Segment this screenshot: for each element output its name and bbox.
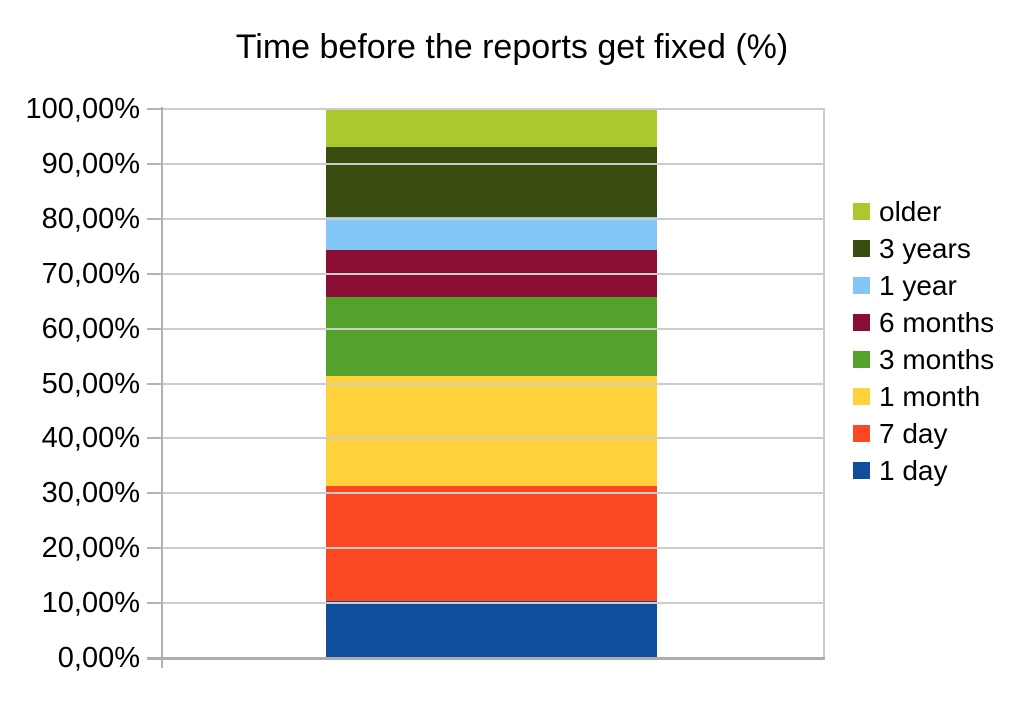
legend-swatch-icon <box>853 240 870 257</box>
y-axis-label: 60,00% <box>41 312 140 345</box>
legend-label: older <box>879 196 942 227</box>
legend-label: 1 day <box>879 455 948 486</box>
y-axis-tick <box>147 492 161 495</box>
legend-swatch-icon <box>853 277 870 294</box>
legend: older 3 years 1 year 6 months 3 months 1 mont… <box>853 193 994 489</box>
y-axis-tick <box>147 108 161 110</box>
gridline-90 <box>161 162 825 165</box>
gridline-10 <box>161 602 825 605</box>
y-axis-tick <box>147 602 161 605</box>
y-axis-tick <box>147 547 161 550</box>
legend-item-3-months: 3 months <box>853 341 994 378</box>
y-axis-tick <box>147 217 161 220</box>
y-axis-label: 70,00% <box>41 257 140 290</box>
gridline-80 <box>161 217 825 220</box>
legend-item-7-day: 7 day <box>853 415 994 452</box>
y-axis-label: 10,00% <box>41 587 140 620</box>
gridline-50 <box>161 382 825 385</box>
legend-label: 1 month <box>879 381 981 412</box>
y-axis-label: 90,00% <box>41 147 140 180</box>
legend-item-1-month: 1 month <box>853 378 994 415</box>
y-axis-label: 0,00% <box>57 642 140 674</box>
bar-segment-1-month <box>326 376 657 487</box>
legend-item-3-years: 3 years <box>853 230 994 267</box>
legend-label: 1 year <box>879 270 957 301</box>
legend-swatch-icon <box>853 388 870 405</box>
bar-segment-7-day <box>326 486 657 602</box>
y-axis-label: 40,00% <box>41 422 140 455</box>
gridline-70 <box>161 272 825 275</box>
y-axis-line <box>161 107 163 668</box>
y-axis-label: 20,00% <box>41 532 140 565</box>
y-axis-label: 80,00% <box>41 202 140 235</box>
plot-area <box>161 108 825 658</box>
legend-swatch-icon <box>853 314 870 331</box>
legend-label: 7 day <box>879 418 948 449</box>
legend-label: 3 months <box>879 344 995 375</box>
legend-label: 6 months <box>879 307 995 338</box>
gridline-100 <box>161 108 825 110</box>
y-axis-tick <box>147 382 161 385</box>
gridline-40 <box>161 437 825 440</box>
bar-segment-3-years <box>326 146 657 217</box>
x-axis-baseline <box>147 657 825 660</box>
legend-swatch-icon <box>853 425 870 442</box>
y-axis-tick <box>147 272 161 275</box>
bar-segment-1-year <box>326 216 657 250</box>
bar-segment-3-months <box>326 296 657 377</box>
y-axis-label: 100,00% <box>25 93 141 125</box>
y-axis-label: 50,00% <box>41 367 140 400</box>
bar-segment-1-day <box>326 601 657 658</box>
legend-item-older: older <box>853 193 994 230</box>
legend-item-1-year: 1 year <box>853 267 994 304</box>
y-axis-tick <box>147 327 161 330</box>
legend-swatch-icon <box>853 462 870 479</box>
legend-item-6-months: 6 months <box>853 304 994 341</box>
legend-swatch-icon <box>853 351 870 368</box>
chart-title: Time before the reports get fixed (%) <box>235 28 789 66</box>
legend-item-1-day: 1 day <box>853 452 994 489</box>
y-axis-label: 30,00% <box>41 477 140 510</box>
gridline-60 <box>161 327 825 330</box>
legend-label: 3 years <box>879 233 971 264</box>
gridline-20 <box>161 547 825 550</box>
bar-segment-older <box>326 109 657 147</box>
y-axis-tick <box>147 437 161 440</box>
gridline-30 <box>161 492 825 495</box>
y-axis-tick <box>147 162 161 165</box>
legend-swatch-icon <box>853 203 870 220</box>
